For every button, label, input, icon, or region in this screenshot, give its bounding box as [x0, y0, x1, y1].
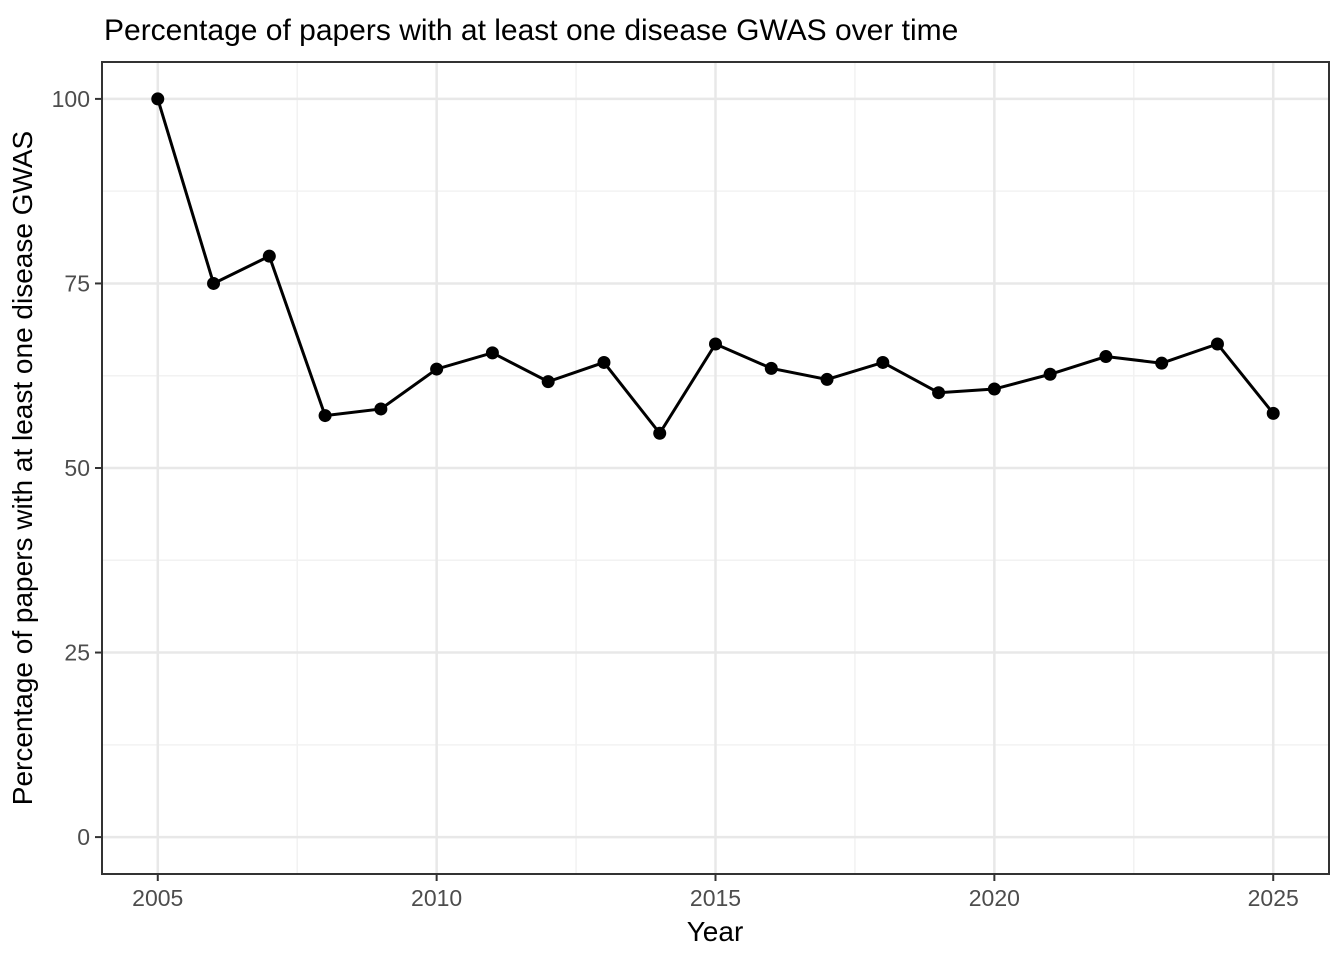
- x-tick-label: 2005: [132, 885, 183, 911]
- axis-ticks: [95, 97, 1275, 881]
- data-point: [653, 426, 667, 440]
- data-point: [1099, 350, 1113, 364]
- data-point: [820, 372, 834, 386]
- data-point: [374, 402, 388, 416]
- data-point: [1043, 367, 1057, 381]
- data-point: [932, 386, 946, 400]
- data-point: [1210, 337, 1224, 351]
- data-point: [485, 346, 499, 360]
- x-tick-label: 2020: [969, 885, 1020, 911]
- data-point: [1266, 406, 1280, 420]
- data-point: [709, 337, 722, 351]
- gridlines-major: [102, 62, 1329, 874]
- data-point: [207, 276, 221, 290]
- data-point: [597, 355, 611, 369]
- data-point: [430, 362, 444, 376]
- y-axis-title: Percentage of papers with at least one d…: [7, 131, 38, 805]
- data-point: [876, 355, 890, 369]
- y-tick-label: 50: [64, 455, 90, 481]
- x-axis-title: Year: [687, 916, 744, 947]
- y-tick-label: 25: [64, 640, 90, 666]
- data-point: [1155, 356, 1169, 370]
- chart-title: Percentage of papers with at least one d…: [104, 14, 958, 47]
- data-layer: [151, 92, 1280, 440]
- data-point: [318, 409, 332, 423]
- x-tick-label: 2010: [411, 885, 462, 911]
- data-point: [987, 382, 1001, 396]
- data-point: [764, 361, 778, 375]
- data-point: [151, 92, 165, 106]
- data-point: [262, 249, 276, 263]
- axis-tick-labels: 2005 2010 2015 2020 2025 0 25 50 75 100: [52, 86, 1299, 911]
- x-tick-label: 2015: [690, 885, 741, 911]
- y-tick-label: 100: [52, 86, 90, 112]
- y-tick-label: 0: [77, 824, 90, 850]
- x-tick-label: 2025: [1248, 885, 1299, 911]
- data-point: [541, 375, 555, 389]
- y-tick-label: 75: [64, 270, 90, 296]
